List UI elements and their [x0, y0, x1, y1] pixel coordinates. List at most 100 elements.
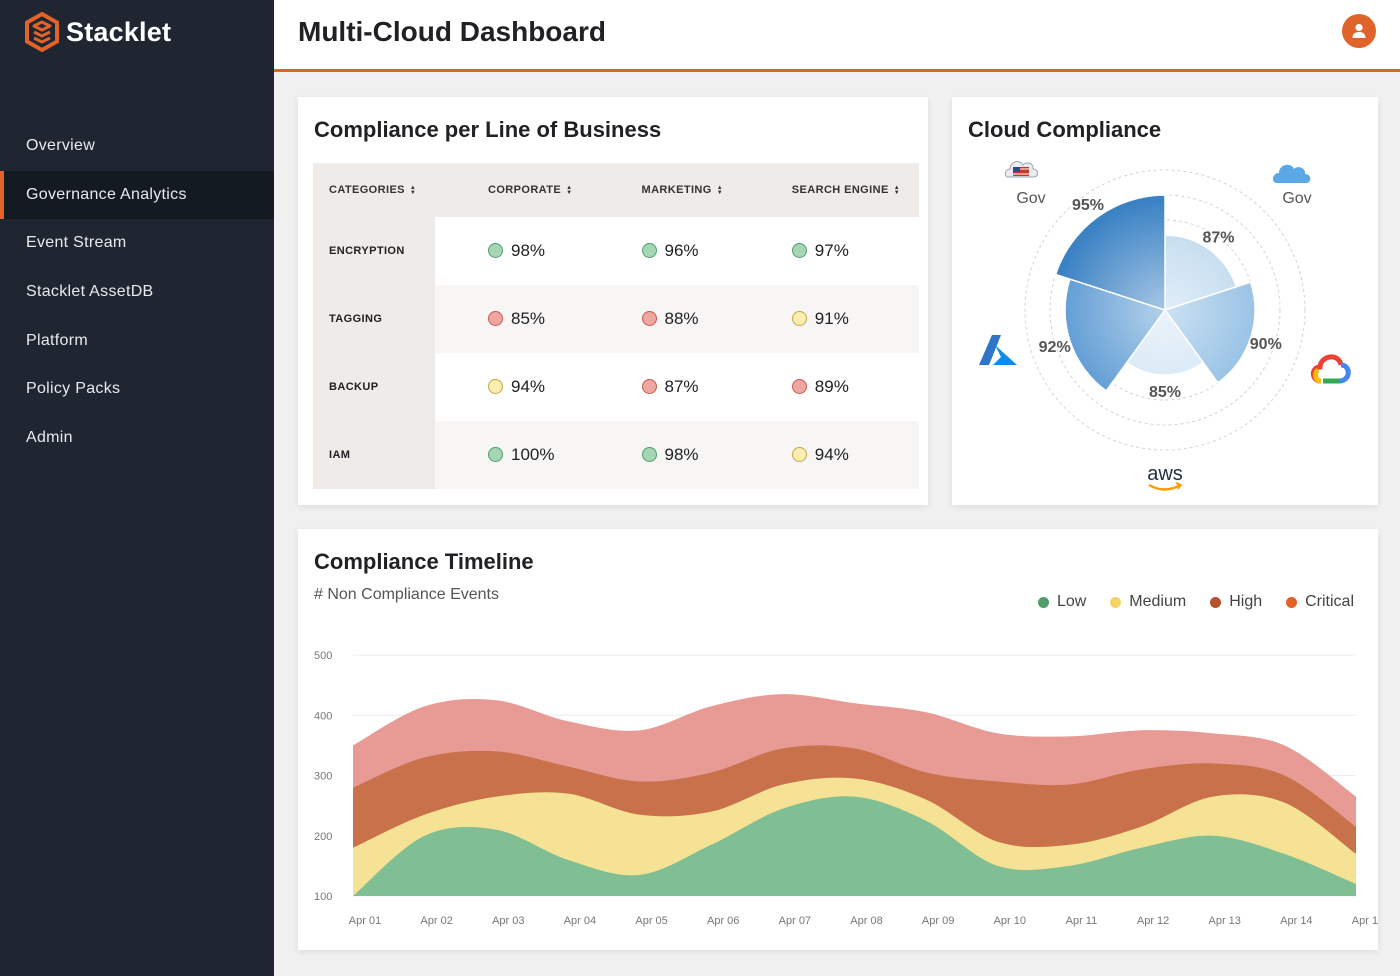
legend-dot-icon: [1286, 596, 1298, 608]
x-tick-label: Apr 10: [994, 915, 1026, 927]
compliance-value: 100%: [511, 445, 555, 464]
cloud-compliance-card: Cloud Compliance 87% 90% 85% 92% 95% Gov Gov: [952, 97, 1378, 505]
y-tick-label: 100: [314, 891, 332, 903]
compliance-timeline-card: 100 200 300 400 500 Apr 01 Apr 02 Apr 03 Apr 04 A…: [298, 529, 1378, 950]
sort-icon[interactable]: ▲▼: [893, 185, 901, 196]
polar-value-label: 92%: [1039, 339, 1071, 356]
sidebar-item-admin[interactable]: Admin: [26, 428, 73, 446]
sidebar-item-overview[interactable]: Overview: [26, 137, 96, 155]
compliance-value: 89%: [814, 377, 849, 396]
compliance-cell: 89%: [739, 353, 919, 421]
column-header-label: CATEGORIES: [329, 184, 405, 196]
column-header-search-engine[interactable]: SEARCH ENGINE ▲▼: [738, 163, 919, 217]
aws-label: aws: [1147, 463, 1183, 485]
sidebar-item-policy-packs[interactable]: Policy Packs: [26, 380, 121, 398]
polar-value-label: 95%: [1072, 197, 1104, 214]
compliance-timeline-chart: 100 200 300 400 500 Apr 01 Apr 02 Apr 03 Apr 04 A…: [314, 650, 1378, 927]
sidebar: Stacklet Overview Governance Analytics Eve…: [0, 0, 274, 976]
compliance-value: 87%: [664, 377, 699, 396]
status-green-icon: [488, 243, 503, 258]
legend-label: Medium: [1129, 593, 1187, 610]
lob-compliance-card: Compliance per Line of Business CATEGORI…: [298, 97, 928, 505]
status-red-icon: [791, 379, 807, 394]
x-tick-label: Apr 04: [564, 915, 596, 927]
compliance-value: 88%: [664, 309, 699, 328]
azure-gov-cloud-icon: [1273, 164, 1311, 183]
x-tick-label: Apr 08: [850, 915, 882, 927]
legend-label: Low: [1056, 593, 1087, 610]
legend-item-medium[interactable]: Medium: [1110, 593, 1186, 611]
status-yellow-icon: [488, 379, 503, 394]
category-cell: BACKUP: [313, 353, 435, 421]
sidebar-item-platform[interactable]: Platform: [26, 331, 88, 349]
polar-slice-shade: [1065, 279, 1165, 391]
x-tick-label: Apr 05: [635, 915, 667, 927]
status-red-icon: [641, 379, 657, 394]
column-header-marketing[interactable]: MARKETING ▲▼: [588, 163, 739, 217]
polar-value-label: 87%: [1202, 229, 1234, 246]
header: Multi-Cloud Dashboard: [274, 0, 1400, 72]
sort-icon[interactable]: ▲▼: [716, 185, 724, 196]
compliance-cell: 94%: [435, 353, 589, 421]
x-tick-label: Apr 09: [922, 915, 954, 927]
sidebar-item-governance-analytics[interactable]: Governance Analytics: [0, 170, 274, 220]
column-header-label: CORPORATE: [488, 184, 562, 196]
sort-icon[interactable]: ▲▼: [566, 185, 573, 196]
sidebar-item-stacklet-assetdb[interactable]: Stacklet AssetDB: [26, 283, 154, 301]
y-tick-label: 200: [314, 831, 332, 843]
compliance-cell: 96%: [589, 217, 739, 285]
area-series-low[interactable]: [353, 796, 1356, 896]
x-tick-label: Apr 03: [492, 915, 524, 927]
compliance-cell: 94%: [738, 421, 919, 489]
x-tick-label: Apr 11: [1066, 915, 1098, 927]
app-name: Stacklet: [66, 16, 172, 47]
lob-compliance-title: Compliance per Line of Business: [314, 117, 662, 142]
x-tick-label: Apr 01: [349, 915, 381, 927]
compliance-value: 97%: [814, 241, 849, 260]
legend-dot-icon: [1110, 596, 1122, 608]
polar-slice-shade: [1126, 310, 1204, 375]
polar-slice-shade: [1165, 282, 1255, 383]
sort-icon[interactable]: ▲▼: [409, 185, 417, 196]
column-header-corporate[interactable]: CORPORATE ▲▼: [435, 163, 589, 217]
polar-slice-shade: [1165, 235, 1237, 310]
compliance-cell: 98%: [588, 421, 739, 489]
sidebar-item-event-stream[interactable]: Event Stream: [26, 234, 127, 252]
x-tick-label: Apr 07: [779, 915, 811, 927]
legend-item-high[interactable]: High: [1210, 593, 1262, 611]
compliance-cell: 87%: [589, 353, 739, 421]
x-tick-label: Apr 13: [1209, 915, 1241, 927]
column-header-label: SEARCH ENGINE: [791, 184, 889, 196]
compliance-cell: 98%: [435, 217, 589, 285]
aws-gov-label: Gov: [1016, 190, 1045, 207]
status-green-icon: [641, 447, 657, 462]
compliance-value: 94%: [814, 445, 849, 464]
compliance-value: 94%: [511, 377, 546, 396]
column-header-categories[interactable]: CATEGORIES ▲▼: [313, 163, 435, 217]
polar-value-label: 85%: [1149, 384, 1181, 401]
status-green-icon: [791, 243, 807, 258]
user-avatar[interactable]: [1342, 14, 1376, 48]
compliance-cell: 97%: [739, 217, 919, 285]
category-cell: ENCRYPTION: [313, 217, 435, 285]
compliance-value: 98%: [511, 241, 546, 260]
table-row: BACKUP 94% 87% 89%: [313, 353, 919, 421]
timeline-legend: Low Medium High Critical: [1037, 593, 1354, 611]
legend-item-low[interactable]: Low: [1037, 593, 1087, 611]
stacklet-logo-icon: [25, 12, 59, 52]
cloud-compliance-chart: 87% 90% 85% 92% 95% Gov Gov aws: [979, 161, 1351, 491]
polar-slice-shade: [1055, 195, 1165, 310]
status-green-icon: [641, 243, 657, 258]
logo[interactable]: Stacklet: [24, 12, 171, 52]
table-row: IAM 100% 98% 94%: [313, 421, 919, 489]
status-yellow-icon: [791, 447, 807, 462]
x-tick-label: Apr 14: [1280, 915, 1312, 927]
legend-item-critical[interactable]: Critical: [1286, 593, 1354, 611]
status-green-icon: [488, 447, 503, 462]
azure-icon: [979, 335, 1017, 365]
compliance-cell: 91%: [738, 285, 919, 353]
x-tick-label: Apr 02: [420, 915, 452, 927]
legend-label: Critical: [1305, 593, 1354, 610]
aws-smile-icon: [1148, 483, 1181, 491]
table-row: TAGGING 85% 88% 91%: [313, 285, 919, 353]
